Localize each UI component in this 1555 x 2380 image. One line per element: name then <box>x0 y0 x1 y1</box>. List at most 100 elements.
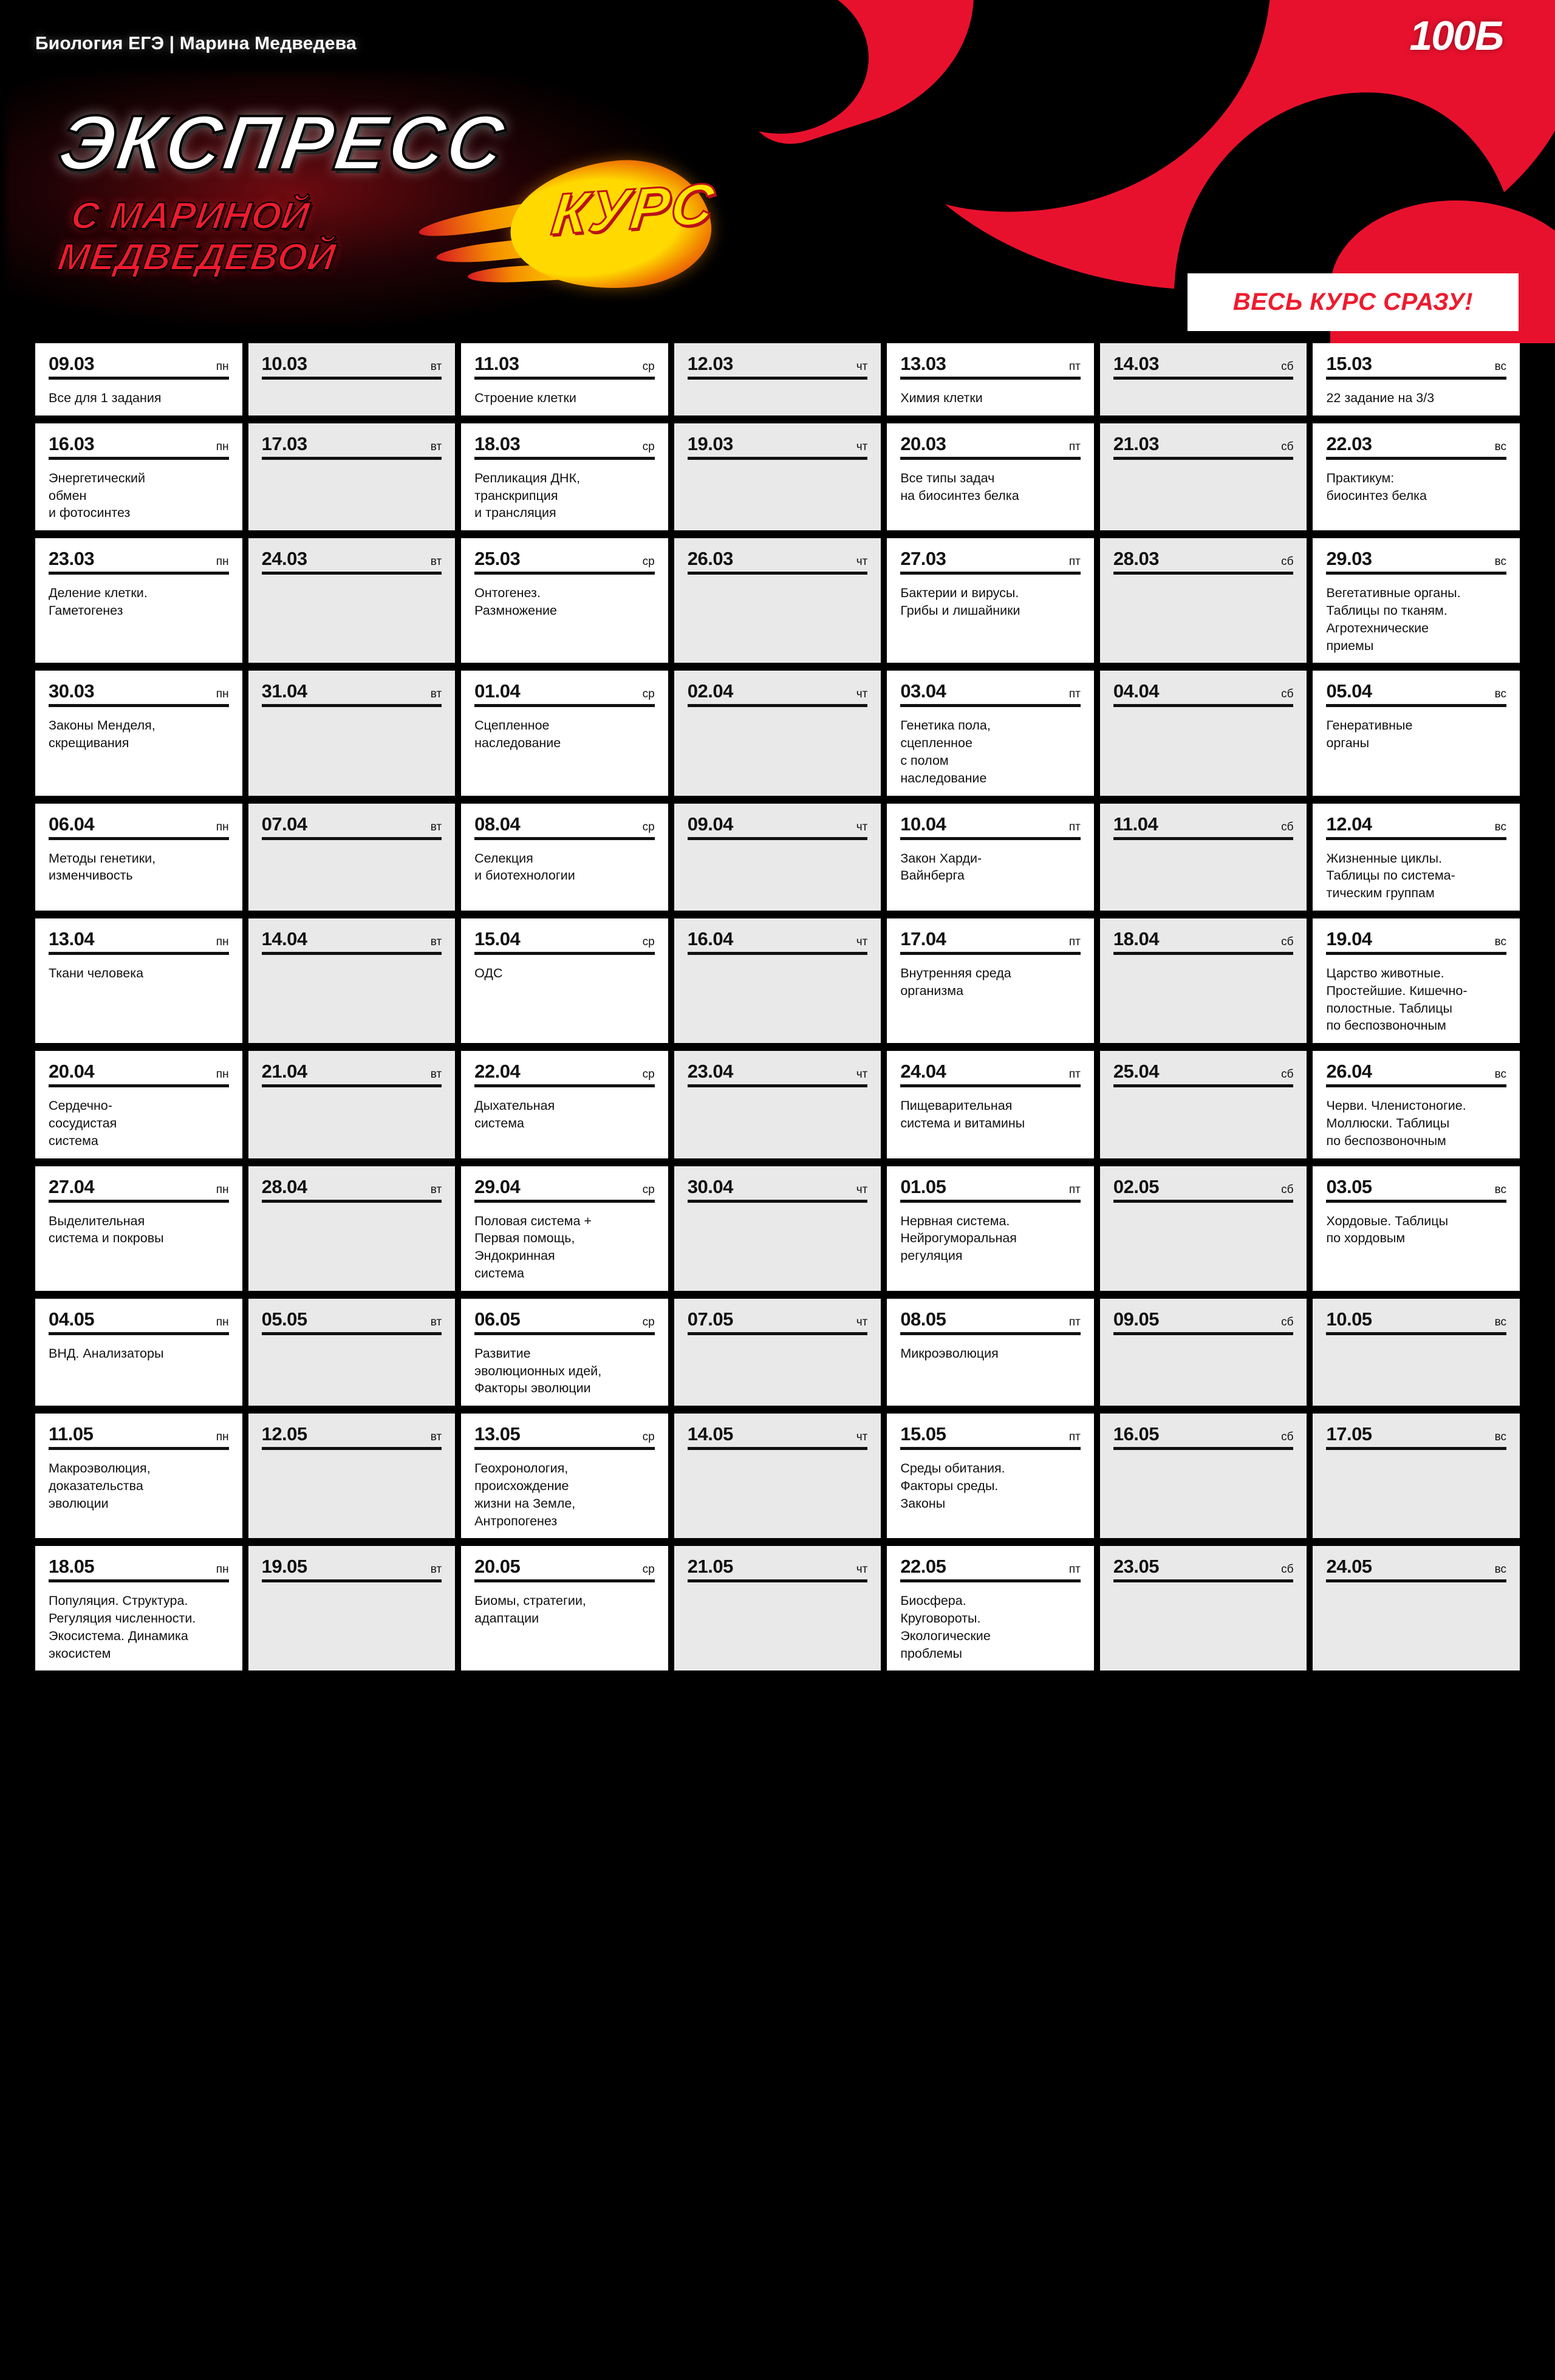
calendar-day-cell[interactable]: 05.05 вт <box>248 1298 456 1406</box>
calendar-day-cell[interactable]: 03.04 пт Генетика пола, сцепленное с полом… <box>887 671 1094 796</box>
calendar-day-divider <box>474 1447 655 1451</box>
calendar-day-cell[interactable]: 30.04 чт <box>674 1166 881 1291</box>
calendar-day-cell[interactable]: 17.03 вт <box>248 423 456 531</box>
calendar-day-weekday: пн <box>216 440 229 453</box>
calendar-day-cell[interactable]: 23.04 чт <box>674 1051 881 1158</box>
calendar-day-header: 09.05 сб <box>1113 1310 1294 1332</box>
calendar-day-cell[interactable]: 24.03 вт <box>248 538 456 663</box>
calendar-day-divider <box>1326 1199 1507 1203</box>
calendar-day-cell[interactable]: 26.04 вс Черви. Членистоногие. Моллюски. Т… <box>1313 1051 1520 1158</box>
calendar-day-cell[interactable]: 13.05 ср Геохронология, происхождение жизн… <box>461 1414 668 1539</box>
calendar-day-date: 23.03 <box>49 548 95 570</box>
calendar-day-cell[interactable]: 02.04 чт <box>674 671 881 796</box>
calendar-day-cell[interactable]: 17.04 пт Внутренняя среда организма <box>887 918 1094 1044</box>
calendar-day-cell[interactable]: 16.03 пн Энергетический обмен и фотосинтез <box>35 423 242 531</box>
calendar-day-cell[interactable]: 21.04 вт <box>248 1051 456 1158</box>
calendar-day-date: 15.05 <box>900 1423 946 1445</box>
calendar-day-cell[interactable]: 01.04 ср Сцепленное наследование <box>461 671 668 796</box>
calendar-day-cell[interactable]: 08.05 пт Микроэволюция <box>887 1298 1094 1406</box>
calendar-day-cell[interactable]: 20.03 пт Все типы задач на биосинтез белка <box>887 423 1094 531</box>
calendar-day-cell[interactable]: 18.05 пн Популяция. Структура. Регуляция ч… <box>35 1546 242 1671</box>
calendar-day-date: 24.03 <box>261 548 308 570</box>
calendar-day-cell[interactable]: 06.05 ср Развитие эволюционных идей, Факто… <box>461 1298 668 1406</box>
calendar-day-date: 22.03 <box>1326 433 1372 454</box>
calendar-day-cell[interactable]: 07.04 вт <box>248 803 456 911</box>
calendar-day-cell[interactable]: 19.03 чт <box>674 423 881 531</box>
calendar-day-divider <box>687 1447 868 1451</box>
calendar-day-cell[interactable]: 02.05 сб <box>1099 1166 1307 1291</box>
calendar-day-cell[interactable]: 11.05 пн Макроэволюция, доказательства эво… <box>35 1414 242 1539</box>
calendar-day-cell[interactable]: 20.05 ср Биомы, стратегии, адаптации <box>461 1546 668 1671</box>
calendar-day-cell[interactable]: 05.04 вс Генеративные органы <box>1313 671 1520 796</box>
calendar-day-cell[interactable]: 17.05 вс <box>1313 1414 1520 1539</box>
calendar-day-cell[interactable]: 19.04 вс Царство животные. Простейшие. Киш… <box>1313 918 1520 1044</box>
calendar-day-cell[interactable]: 12.03 чт <box>674 343 881 415</box>
cta-banner[interactable]: ВЕСЬ КУРС СРАЗУ! <box>1188 273 1519 331</box>
calendar-day-cell[interactable]: 29.03 вс Вегетативные органы. Таблицы по т… <box>1313 538 1520 663</box>
calendar-day-cell[interactable]: 09.04 чт <box>674 803 881 911</box>
calendar-day-topic: Закон Харди- Вайнберга <box>900 850 982 883</box>
calendar-day-divider <box>261 1084 442 1088</box>
calendar-day-cell[interactable]: 11.03 ср Строение клетки <box>461 343 668 415</box>
calendar-day-cell[interactable]: 18.03 ср Репликация ДНК, транскрипция и тр… <box>461 423 668 531</box>
calendar-day-cell[interactable]: 13.03 пт Химия клетки <box>887 343 1094 415</box>
calendar-day-weekday: вт <box>430 820 442 833</box>
calendar-day-cell[interactable]: 14.05 чт <box>674 1414 881 1539</box>
calendar-day-cell[interactable]: 01.05 пт Нервная система. Нейрогуморальная… <box>887 1166 1094 1291</box>
calendar-day-cell[interactable]: 19.05 вт <box>248 1546 456 1671</box>
calendar-day-cell[interactable]: 27.03 пт Бактерии и вирусы. Грибы и лишайн… <box>887 538 1094 663</box>
calendar-day-cell[interactable]: 25.03 ср Онтогенез. Размножение <box>461 538 668 663</box>
calendar-day-cell[interactable]: 06.04 пн Методы генетики, изменчивость <box>35 803 242 911</box>
calendar-day-cell[interactable]: 30.03 пн Законы Менделя, скрещивания <box>35 671 242 796</box>
calendar-day-topic: Генеративные органы <box>1326 718 1413 751</box>
calendar-day-cell[interactable]: 16.05 сб <box>1099 1414 1307 1539</box>
calendar-day-cell[interactable]: 21.05 чт <box>674 1546 881 1671</box>
calendar-day-cell[interactable]: 22.04 ср Дыхательная система <box>461 1051 668 1158</box>
calendar-day-cell[interactable]: 21.03 сб <box>1099 423 1307 531</box>
calendar-day-cell[interactable]: 14.04 вт <box>248 918 456 1044</box>
calendar-day-date: 27.03 <box>900 548 946 570</box>
calendar-day-cell[interactable]: 15.04 ср ОДС <box>461 918 668 1044</box>
calendar-day-cell[interactable]: 18.04 сб <box>1099 918 1307 1044</box>
calendar-day-cell[interactable]: 22.05 пт Биосфера. Круговороты. Экологичес… <box>887 1546 1094 1671</box>
calendar-day-cell[interactable]: 07.05 чт <box>674 1298 881 1406</box>
calendar-day-cell[interactable]: 04.05 пн ВНД. Анализаторы <box>35 1298 242 1406</box>
calendar-day-divider <box>1113 1199 1294 1203</box>
calendar-day-cell[interactable]: 25.04 сб <box>1099 1051 1307 1158</box>
calendar-day-cell[interactable]: 11.04 сб <box>1099 803 1307 911</box>
calendar-day-cell[interactable]: 22.03 вс Практикум: биосинтез белка <box>1313 423 1520 531</box>
calendar-day-cell[interactable]: 15.03 вс 22 задание на 3/3 <box>1313 343 1520 415</box>
calendar-day-date: 04.05 <box>49 1308 95 1330</box>
flame-shape-f <box>692 0 869 134</box>
calendar-day-cell[interactable]: 23.03 пн Деление клетки. Гаметогенез <box>35 538 242 663</box>
calendar-day-header: 14.04 вт <box>262 929 442 952</box>
calendar-day-cell[interactable]: 03.05 вс Хордовые. Таблицы по хордовым <box>1313 1166 1520 1291</box>
calendar-day-cell[interactable]: 08.04 ср Селекция и биотехнологии <box>461 803 668 911</box>
calendar-day-cell[interactable]: 12.05 вт <box>248 1414 456 1539</box>
calendar-day-cell[interactable]: 13.04 пн Ткани человека <box>35 918 242 1044</box>
calendar-day-date: 09.04 <box>687 813 734 835</box>
calendar-day-cell[interactable]: 23.05 сб <box>1099 1546 1307 1671</box>
calendar-day-cell[interactable]: 27.04 пн Выделительная система и покровы <box>35 1166 242 1291</box>
calendar-day-cell[interactable]: 12.04 вс Жизненные циклы. Таблицы по систе… <box>1313 803 1520 911</box>
calendar-day-cell[interactable]: 10.04 пт Закон Харди- Вайнберга <box>887 803 1094 911</box>
calendar-day-cell[interactable]: 09.05 сб <box>1099 1298 1307 1406</box>
calendar-day-cell[interactable]: 10.05 вс <box>1313 1298 1520 1406</box>
calendar-day-cell[interactable]: 29.04 ср Половая система + Первая помощь, … <box>461 1166 668 1291</box>
calendar-day-header: 14.05 чт <box>688 1424 868 1447</box>
calendar-day-cell[interactable]: 09.03 пн Все для 1 задания <box>35 343 242 415</box>
calendar-day-cell[interactable]: 28.03 сб <box>1099 538 1307 663</box>
calendar-day-cell[interactable]: 31.04 вт <box>248 671 456 796</box>
calendar-day-cell[interactable]: 15.05 пт Среды обитания. Факторы среды. За… <box>887 1414 1094 1539</box>
calendar-day-cell[interactable]: 10.03 вт <box>248 343 456 415</box>
calendar-day-cell[interactable]: 24.05 вс <box>1313 1546 1520 1671</box>
calendar-day-header: 06.04 пн <box>49 815 229 837</box>
calendar-day-cell[interactable]: 16.04 чт <box>674 918 881 1044</box>
calendar-day-weekday: вт <box>430 1315 442 1328</box>
calendar-day-cell[interactable]: 04.04 сб <box>1099 671 1307 796</box>
calendar-day-cell[interactable]: 20.04 пн Сердечно- сосудистая система <box>35 1051 242 1158</box>
calendar-day-cell[interactable]: 26.03 чт <box>674 538 881 663</box>
calendar-day-cell[interactable]: 28.04 вт <box>248 1166 456 1291</box>
calendar-day-cell[interactable]: 24.04 пт Пищеварительная система и витамин… <box>887 1051 1094 1158</box>
calendar-day-cell[interactable]: 14.03 сб <box>1099 343 1307 415</box>
